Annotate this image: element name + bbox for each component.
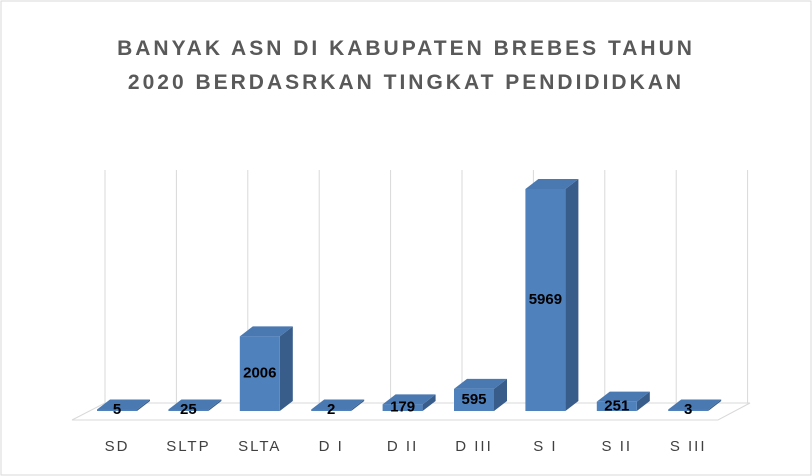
bar-side [636, 391, 650, 411]
x-tick-label: SLTA [238, 438, 281, 455]
bar [454, 388, 494, 411]
bar-side [351, 399, 365, 411]
bar-top [168, 399, 222, 410]
chart-title: BANYAK ASN DI KABUPATEN BREBES TAHUN 202… [117, 37, 695, 94]
data-label: 595 [461, 391, 486, 408]
x-tick-label: S I [533, 438, 557, 455]
bar-side [565, 179, 579, 411]
data-label: 5 [113, 401, 121, 418]
bar [239, 336, 280, 411]
bar [168, 409, 209, 411]
bar-top [239, 326, 293, 337]
bar-top [525, 179, 579, 189]
x-tick-label: SD [105, 438, 130, 455]
bar-side [279, 326, 293, 411]
floor [71, 402, 751, 421]
bar-top [454, 378, 507, 389]
x-tick-label: S III [670, 438, 707, 455]
x-tick-label: D III [455, 438, 493, 455]
bar [596, 401, 637, 411]
data-label: 3 [684, 401, 692, 418]
data-label: 251 [604, 397, 629, 414]
data-label: 25 [180, 401, 197, 418]
data-label: 179 [390, 399, 415, 416]
bar-top [311, 399, 365, 410]
bar-side [708, 399, 722, 411]
bar-top [668, 399, 722, 410]
bar [668, 409, 709, 411]
bar [382, 404, 423, 411]
bar-top [596, 391, 650, 402]
x-tick-label: D II [387, 438, 418, 455]
bar-side [208, 399, 222, 411]
x-tick-label: D I [319, 438, 344, 455]
bar-side [422, 394, 436, 411]
data-label: 5969 [529, 291, 562, 308]
data-label: 2 [327, 401, 335, 418]
bar-top [382, 394, 436, 405]
x-tick-label: SLTP [166, 438, 210, 455]
bar-side [137, 399, 150, 411]
x-tick-label: S II [602, 438, 633, 455]
bar-top [97, 399, 150, 410]
bar [97, 409, 137, 411]
bar [525, 189, 566, 411]
bar-side [494, 378, 507, 411]
data-label: 2006 [243, 365, 276, 382]
bar [311, 409, 352, 411]
